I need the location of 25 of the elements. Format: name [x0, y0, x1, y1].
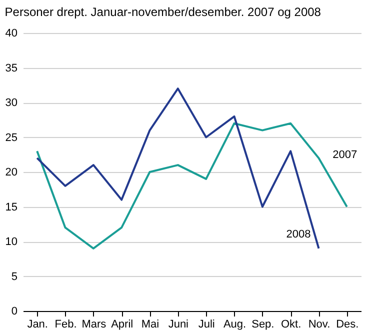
- x-tick-label: Juli: [198, 318, 215, 330]
- x-tick-label: Des.: [336, 318, 359, 330]
- y-tick-label: 15: [5, 201, 18, 214]
- series-label: 2008: [286, 228, 311, 240]
- line-series: [36, 88, 320, 250]
- x-tick-label: Jan.: [27, 318, 48, 330]
- x-tick-label: Mai: [141, 318, 160, 330]
- chart-title: Personer drept. Januar-november/desember. 2007 og 2008: [4, 5, 322, 19]
- x-tick-label: Sep.: [252, 318, 274, 330]
- x-tick-label: Mars: [82, 318, 107, 330]
- y-tick-label: 25: [5, 132, 18, 144]
- series-label: 2007: [332, 148, 358, 161]
- x-tick-label: Aug.: [223, 318, 246, 330]
- x-tick-label: Feb.: [54, 318, 77, 330]
- y-tick-label: 40: [5, 28, 18, 40]
- y-tick-label: 5: [11, 270, 18, 283]
- y-tick-label: 0: [11, 306, 18, 318]
- y-tick-label: 35: [5, 62, 18, 74]
- x-tick-label: April: [111, 318, 134, 330]
- x-tick-label: Juni: [168, 318, 189, 330]
- y-tick-label: 30: [5, 97, 18, 109]
- x-tick-label: Okt.: [280, 318, 302, 330]
- y-tick-label: 20: [5, 166, 18, 178]
- x-tick-label: Nov.: [308, 318, 330, 330]
- y-tick-label: 10: [5, 236, 18, 248]
